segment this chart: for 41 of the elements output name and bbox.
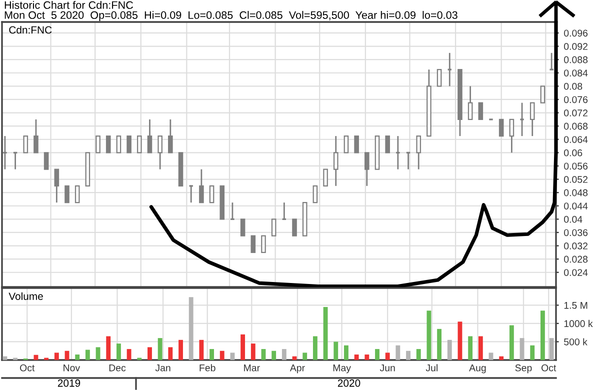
y-tick-label: 0.088	[564, 56, 588, 64]
y-tick-label: 0.068	[564, 122, 588, 130]
y-tick-label: 0.064	[564, 136, 588, 143]
x-tick-label: Sep	[515, 364, 532, 374]
y-tick-label: 0.056	[564, 162, 588, 170]
y-tick-label: 1000 k	[564, 320, 593, 328]
x-tick-label: Dec	[109, 364, 126, 372]
y-tick-label: 0.072	[564, 110, 588, 116]
y-tick-label: 0.024	[564, 269, 588, 276]
y-tick-label: 0.04	[564, 216, 582, 223]
x-tick-label: Apr	[290, 364, 305, 374]
x-tick-label: Jun	[380, 364, 395, 372]
x-tick-label: Jul	[426, 364, 438, 372]
chart-title: Historic Chart for Cdn:FNC	[4, 0, 134, 9]
y-tick-label: 0.092	[564, 43, 588, 50]
y-tick-label: 0.032	[564, 242, 588, 250]
text: 2019	[58, 379, 80, 387]
y-tick-label: 0.044	[564, 202, 588, 210]
y-tick-label: 0.048	[564, 189, 588, 196]
y-tick-label: 0.076	[564, 96, 588, 104]
x-tick-label: Oct	[542, 364, 556, 372]
x-tick-label: Mar	[244, 364, 260, 372]
y-tick-label: 0.028	[564, 256, 588, 263]
text: 2020	[338, 379, 360, 387]
chart-title: Volume	[8, 292, 43, 300]
y-tick-label: 0.036	[564, 229, 588, 236]
y-tick-label: 0.096	[564, 30, 588, 37]
y-tick-label: 0.08	[564, 82, 582, 90]
y-tick-label: 0.084	[564, 70, 588, 76]
annotation: Cdn:FNC	[9, 26, 52, 34]
y-tick-label: 0.052	[564, 176, 588, 183]
x-tick-label: May	[333, 364, 351, 374]
x-tick-label: Aug	[469, 364, 486, 374]
x-tick-label: Nov	[64, 364, 80, 372]
x-tick-label: Feb	[200, 364, 216, 372]
x-tick-label: Jan	[155, 364, 170, 372]
x-tick-label: Oct	[20, 364, 35, 372]
y-tick-label: 1.5 M	[564, 302, 588, 309]
chart-subtitle: Mon Oct 5 2020 Op=0.085 Hi=0.09 Lo=0.085 Cl=0.085 Vol=595,500 Year hi=0.09 lo=0.03	[4, 10, 458, 22]
y-tick-label: 500 k	[564, 338, 588, 346]
y-tick-label: 0.06	[564, 149, 582, 156]
